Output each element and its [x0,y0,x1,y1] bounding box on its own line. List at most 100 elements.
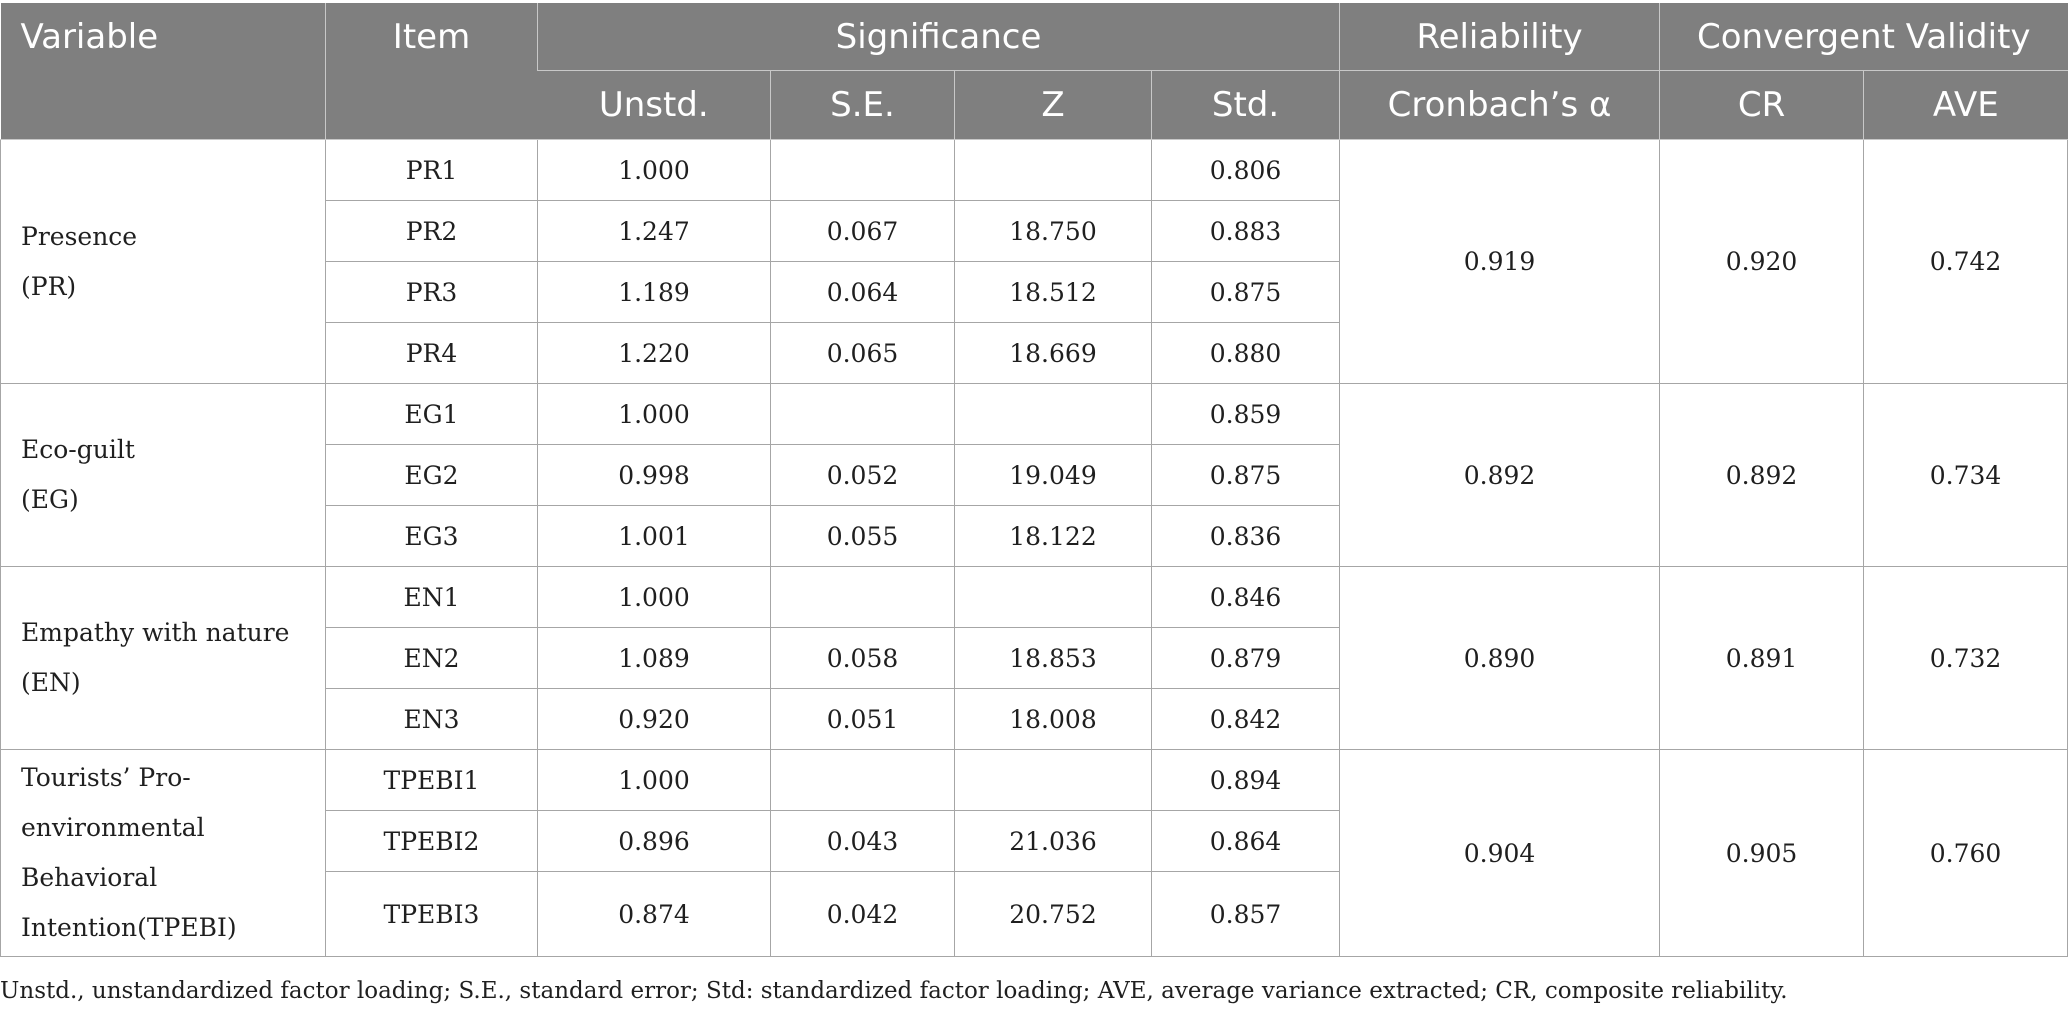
z-cell [954,383,1152,445]
z-cell: 18.122 [954,505,1152,567]
item-cell: TPEBI2 [325,810,538,872]
item-cell: TPEBI1 [325,749,538,811]
header-ave: AVE [1863,70,2068,140]
se-cell [770,139,955,201]
variable-name-line: (EG) [21,485,79,514]
variable-name-line: Empathy with nature [21,618,290,647]
table-row: TPEBI3 0.874 0.042 20.752 0.857 [1,871,2068,957]
se-cell [770,383,955,445]
unstd-cell: 1.000 [537,383,771,445]
unstd-cell: 1.189 [537,261,771,323]
table-row: PR3 1.189 0.064 18.512 0.875 [1,261,2068,323]
std-cell: 0.836 [1150,505,1341,567]
ave-cell: 0.732 [1863,566,2068,750]
item-cell: PR4 [325,322,538,384]
unstd-cell: 1.000 [537,566,771,628]
item-cell: TPEBI3 [325,871,538,957]
item-cell: EN1 [325,566,538,628]
table-row: EN3 0.920 0.051 18.008 0.842 [1,688,2068,750]
item-cell: PR2 [325,200,538,262]
measurement-model-table: Variable Item Significance Reliability C… [0,3,2068,957]
header-z: Z [954,70,1152,140]
se-cell: 0.065 [770,322,955,384]
ave-cell: 0.742 [1863,139,2068,384]
item-cell: EN3 [325,688,538,750]
variable-name-line: Presence [21,221,138,251]
table-row: Eco-guilt (EG) EG1 1.000 0.859 0.892 0.892 0.73… [0,383,2068,567]
item-cell: EG3 [325,505,538,567]
unstd-cell: 1.220 [537,322,771,384]
variable-name-line: Eco-guilt [21,435,135,464]
se-cell [770,749,955,811]
table-row: Tourists’ Pro-environmental Behavioral Int… [0,749,2068,957]
results-table-container: Variable Item Significance Reliability C… [0,3,2068,957]
variable-name-line: environmental [21,813,205,842]
table-row: EG3 1.001 0.055 18.122 0.836 [1,505,2068,567]
std-cell: 0.857 [1150,871,1341,957]
table-row: Empathy with nature (EN) EN1 1.000 0.846 0.89… [0,566,2068,750]
header-std: Std. [1150,70,1340,140]
variable-name-line: (PR) [21,271,77,301]
table-row: EG2 0.998 0.052 19.049 0.875 [1,444,2068,506]
ave-cell: 0.734 [1863,383,2068,567]
std-cell: 0.875 [1150,261,1341,323]
std-cell: 0.842 [1150,688,1341,750]
se-cell: 0.052 [770,444,955,506]
cronbach-alpha-cell: 0.890 [1339,566,1661,750]
item-cell: PR1 [325,139,538,201]
std-cell: 0.894 [1150,749,1341,811]
unstd-cell: 0.998 [537,444,771,506]
variable-cell: Presence (PR) [0,139,326,384]
item-cell: EG2 [325,444,538,506]
item-cell: EN2 [325,627,538,689]
header-reliability: Reliability [1339,3,1660,71]
unstd-cell: 1.089 [537,627,771,689]
z-cell: 18.750 [954,200,1152,262]
std-cell: 0.846 [1150,566,1341,628]
cronbach-alpha-cell: 0.919 [1339,139,1661,384]
unstd-cell: 0.874 [537,871,771,957]
header-item: Item [325,3,538,140]
unstd-cell: 0.896 [537,810,771,872]
se-cell: 0.055 [770,505,955,567]
z-cell [954,139,1152,201]
cronbach-alpha-cell: 0.892 [1339,383,1661,567]
variable-cell: Tourists’ Pro-environmental Behavioral Int… [0,749,326,957]
table-header: Variable Item Significance Reliability C… [0,3,2068,140]
se-cell: 0.042 [770,871,955,957]
item-cell: PR3 [325,261,538,323]
se-cell: 0.058 [770,627,955,689]
se-cell: 0.051 [770,688,955,750]
z-cell: 18.669 [954,322,1152,384]
unstd-cell: 1.000 [537,139,771,201]
std-cell: 0.879 [1150,627,1341,689]
header-variable: Variable [0,3,326,140]
variable-name-line: Behavioral [21,863,158,892]
se-cell [770,566,955,628]
z-cell: 20.752 [954,871,1152,957]
std-cell: 0.859 [1150,383,1341,445]
unstd-cell: 1.000 [537,749,771,811]
se-cell: 0.064 [770,261,955,323]
variable-cell: Eco-guilt (EG) [0,383,326,567]
z-cell: 18.853 [954,627,1152,689]
header-cr: CR [1659,70,1864,140]
header-se: S.E. [770,70,955,140]
se-cell: 0.043 [770,810,955,872]
item-cell: EG1 [325,383,538,445]
header-cronbach-alpha: Cronbach’s α [1339,70,1660,140]
table-row: TPEBI2 0.896 0.043 21.036 0.864 [1,810,2068,872]
z-cell: 18.008 [954,688,1152,750]
header-significance: Significance [536,3,1340,71]
z-cell: 18.512 [954,261,1152,323]
variable-name-line: Intention(TPEBI) [21,913,237,942]
unstd-cell: 1.247 [537,200,771,262]
std-cell: 0.875 [1150,444,1341,506]
std-cell: 0.806 [1150,139,1341,201]
cr-cell: 0.905 [1659,749,1865,957]
z-cell [954,566,1152,628]
std-cell: 0.883 [1150,200,1341,262]
std-cell: 0.880 [1150,322,1341,384]
cr-cell: 0.892 [1659,383,1865,567]
variable-name-line: Tourists’ Pro- [21,763,191,792]
